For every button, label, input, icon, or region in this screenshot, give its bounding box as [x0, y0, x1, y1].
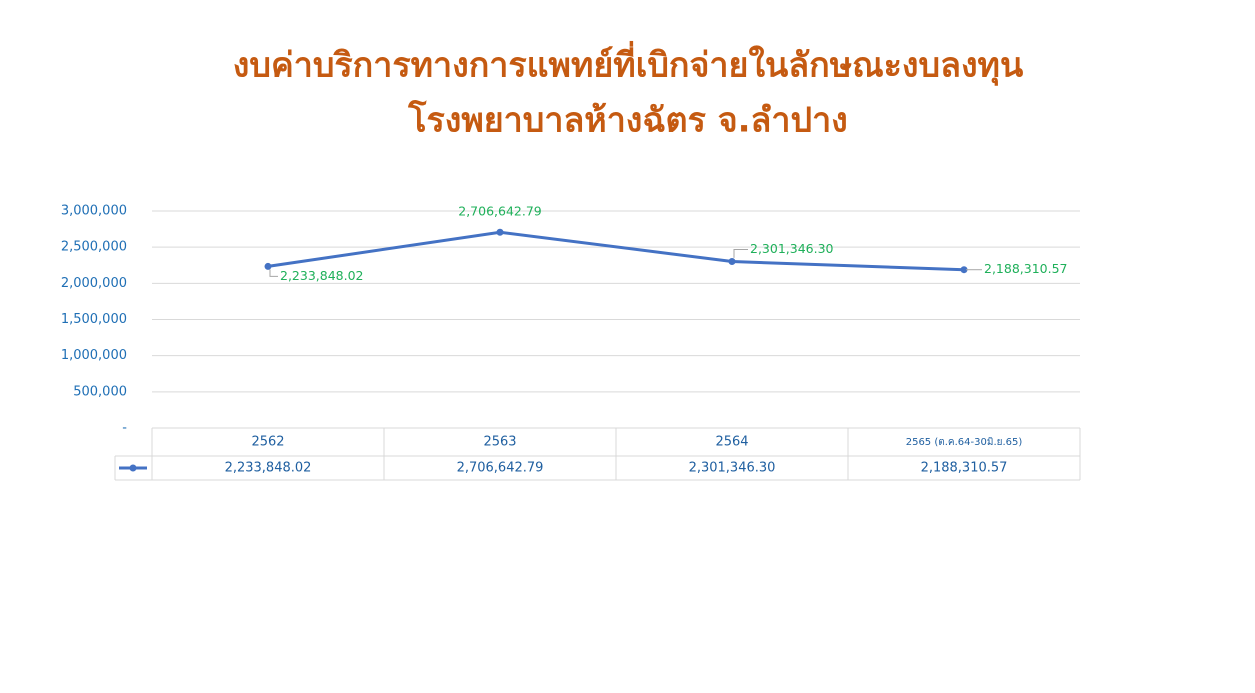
y-tick-label: 1,500,000: [61, 312, 127, 327]
x-tick-label: 2565 (ต.ค.64-30มิ.ย.65): [906, 437, 1023, 448]
legend-key-marker: [129, 464, 137, 472]
y-tick-label: 500,000: [73, 384, 127, 399]
x-tick-label: 2564: [715, 435, 748, 450]
point: [496, 228, 504, 236]
chart-title: งบค่าบริการทางการแพทย์ที่เบิกจ่ายในลักษณ…: [233, 41, 1023, 87]
table-value: 2,233,848.02: [225, 461, 312, 476]
table-value: 2,301,346.30: [689, 461, 776, 476]
table-value: 2,188,310.57: [921, 461, 1008, 476]
x-tick-label: 2563: [483, 435, 516, 450]
data-label: 2,706,642.79: [458, 204, 542, 219]
y-tick-label: 3,000,000: [61, 204, 127, 219]
y-tick-label: 1,000,000: [61, 348, 127, 363]
point: [728, 258, 736, 266]
x-tick-label: 2562: [251, 435, 284, 450]
table-value: 2,706,642.79: [457, 461, 544, 476]
y-tick-label: 2,000,000: [61, 276, 127, 291]
point: [264, 262, 272, 270]
data-label: 2,188,310.57: [984, 261, 1068, 276]
chart-subtitle: โรงพยาบาลห้างฉัตร จ.ลำปาง: [407, 100, 848, 141]
y-tick-label: 2,500,000: [61, 240, 127, 255]
point: [960, 266, 968, 274]
data-label: 2,233,848.02: [280, 268, 364, 283]
line: [267, 230, 965, 272]
y-tick-label: -: [122, 421, 127, 436]
data-label: 2,301,346.30: [750, 241, 834, 256]
leader-line: [733, 249, 748, 258]
leader-line: [269, 269, 278, 277]
